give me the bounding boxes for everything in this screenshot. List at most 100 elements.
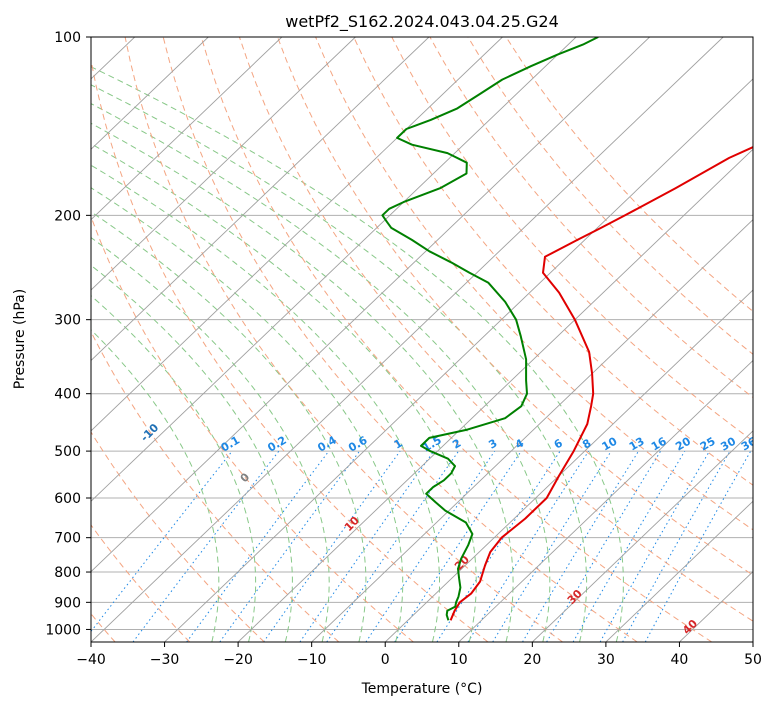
moist-adiabat-lines (91, 66, 624, 642)
temperature-profile-line (449, 146, 753, 621)
mixing-ratio-line (467, 450, 590, 642)
x-tick-label: −30 (150, 652, 180, 668)
x-tick-label: 0 (381, 652, 390, 668)
moist-adiabat-line (91, 66, 624, 642)
isotherm-line (605, 500, 753, 642)
isotherm-line (752, 641, 753, 642)
mixing-ratio-line (299, 450, 435, 642)
moist-adiabat-line (91, 122, 514, 642)
isotherm-line (91, 37, 724, 642)
isotherm-line (91, 37, 503, 432)
mixing-ratio-label: 2 (450, 437, 463, 452)
dry-adiabat-line (91, 431, 265, 642)
moist-adiabat-line (91, 329, 220, 642)
isotherm-lines (0, 37, 753, 642)
dry-adiabat-label: 40 (680, 617, 700, 637)
dry-adiabat-line (238, 37, 753, 622)
mixing-ratio-line (132, 450, 280, 642)
x-tick-label: 10 (450, 652, 468, 668)
isotherm-line (0, 37, 61, 642)
isotherm-line (91, 37, 577, 502)
isotherm-line (91, 37, 209, 150)
moist-adiabat-line (91, 143, 477, 642)
chart-title: wetPf2_S162.2024.043.04.25.G24 (285, 12, 559, 32)
dry-adiabat-lines (91, 37, 753, 642)
dry-adiabat-label: 30 (565, 587, 585, 607)
moist-adiabat-line (91, 164, 440, 642)
y-tick-label: 1000 (45, 622, 81, 638)
moist-adiabat-line (91, 236, 330, 642)
dry-adiabat-line (91, 330, 340, 642)
x-tick-label: 20 (523, 652, 541, 668)
dry-adiabat-label: -10 (138, 421, 161, 444)
dry-adiabat-label: -30 (0, 332, 1, 355)
y-tick-label: 400 (54, 387, 81, 403)
mixing-ratio-label: 6 (552, 436, 565, 451)
dry-adiabat-label: 0 (238, 470, 253, 485)
mixing-ratio-line (599, 450, 710, 642)
y-axis-label: Pressure (hPa) (12, 289, 28, 389)
y-tick-label: 900 (54, 595, 81, 611)
isotherm-line (237, 148, 753, 642)
isotherm-line (532, 430, 753, 642)
mixing-ratio-line (326, 450, 460, 642)
isotherm-line (458, 359, 753, 642)
y-tick-label: 200 (54, 208, 81, 224)
dry-adiabat-line (277, 37, 753, 576)
dry-adiabat-line (391, 37, 753, 442)
mixing-ratio-line (644, 450, 752, 642)
y-tick-label: 600 (54, 491, 81, 507)
mixing-ratio-label: 3 (486, 437, 499, 452)
x-axis-label: Temperature (°C) (361, 681, 483, 697)
isotherm-line (311, 219, 753, 642)
background-grid: -100-90-80-70-60-50-40-30-20-10010203040… (0, 37, 759, 642)
mixing-ratio-line (263, 450, 401, 642)
mixing-ratio-label: 36 (739, 434, 759, 453)
moist-adiabat-line (91, 211, 367, 642)
y-tick-label: 800 (54, 565, 81, 581)
mixing-ratio-line (492, 450, 612, 642)
y-tick-label: 100 (54, 30, 81, 46)
dry-adiabat-line (91, 215, 414, 642)
isopleth-labels: -100-90-80-70-60-50-40-30-20-10010203040… (0, 332, 759, 637)
dry-adiabat-line (467, 37, 753, 355)
isotherm-line (91, 37, 430, 362)
plot-frame (90, 36, 754, 643)
dry-adiabat-line (200, 37, 713, 642)
mixing-ratio-line (365, 450, 496, 642)
dry-adiabat-line (505, 37, 753, 313)
moist-adiabat-line (91, 295, 257, 642)
isotherm-line (91, 37, 650, 573)
x-axis: −40 −30 −20 −10 0 10 20 30 40 50 (76, 642, 762, 668)
profile-lines (381, 37, 753, 621)
mixing-ratio-line (522, 450, 639, 642)
dry-adiabat-line (353, 37, 753, 486)
x-tick-label: 50 (744, 652, 762, 668)
isotherm-line (164, 78, 753, 642)
isotherm-line (679, 570, 753, 642)
y-tick-label: 500 (54, 444, 81, 460)
mixing-ratio-line (91, 450, 233, 633)
mixing-ratio-line (622, 450, 731, 642)
y-tick-label: 700 (54, 531, 81, 547)
x-tick-label: −40 (76, 652, 106, 668)
x-tick-label: 40 (671, 652, 689, 668)
x-tick-label: −10 (297, 652, 327, 668)
dry-adiabat-line (91, 57, 489, 642)
isotherm-line (384, 289, 753, 642)
mixing-ratio-line (546, 450, 662, 642)
y-tick-label: 300 (54, 313, 81, 329)
dry-adiabat-line (162, 37, 638, 642)
x-tick-label: 30 (597, 652, 615, 668)
y-axis: 1000 900 800 700 600 500 400 300 200 100 (45, 30, 91, 638)
dewpoint-profile-line (381, 37, 599, 621)
isobar-gridlines (91, 37, 753, 630)
mixing-ratio-line (572, 450, 686, 642)
mixing-ratio-lines (91, 450, 752, 642)
x-tick-label: −20 (223, 652, 253, 668)
moist-adiabat-line (91, 187, 404, 642)
moist-adiabat-line (91, 84, 588, 642)
dry-adiabat-line (315, 37, 753, 531)
dry-adiabat-line (124, 37, 563, 642)
